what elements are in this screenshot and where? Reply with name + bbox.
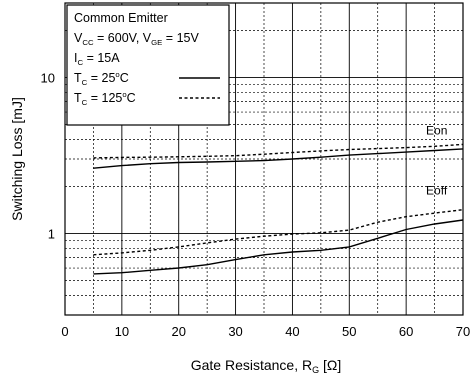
x-tick-label: 70 (456, 324, 470, 339)
series-eoff-25c (93, 219, 464, 275)
x-tick-label: 0 (61, 324, 68, 339)
legend-entry-label: TC​ = 125o​C (74, 90, 136, 107)
legend: Common Emitter VCC​ = 600V, VGE​ = 15V IC​… (66, 4, 230, 126)
y-axis-label: Switching Loss [mJ] (9, 97, 25, 221)
legend-condition: VCC​ = 600V, VGE​ = 15V (74, 31, 199, 47)
x-axis-label: Gate Resistance, RG​ [Ω] (191, 357, 342, 375)
y-tick-label: 1 (48, 226, 55, 241)
annotations: Eon Eoff (426, 124, 448, 198)
y-tick-label: 10 (41, 70, 55, 85)
x-tick-label: 60 (399, 324, 413, 339)
x-tick-label: 10 (115, 324, 129, 339)
annotation-eoff: Eoff (426, 183, 448, 197)
series-eon-25c (93, 148, 464, 169)
legend-condition: IC​ = 15A (74, 51, 120, 67)
series-eoff-125c (93, 209, 464, 256)
x-tick-label: 40 (285, 324, 299, 339)
x-tick-label: 30 (228, 324, 242, 339)
x-tick-label: 20 (171, 324, 185, 339)
x-tick-label: 50 (342, 324, 356, 339)
legend-box (66, 4, 230, 126)
tick-labels: 0 10 20 30 40 50 60 70 1 10 (41, 70, 470, 339)
legend-entry-label: TC​ = 25o​C (74, 70, 129, 87)
annotation-eon: Eon (426, 124, 447, 138)
legend-condition: Common Emitter (74, 11, 168, 25)
series-eon-125c (93, 143, 464, 159)
plot-frame (64, 2, 464, 316)
series-layer (93, 143, 464, 275)
